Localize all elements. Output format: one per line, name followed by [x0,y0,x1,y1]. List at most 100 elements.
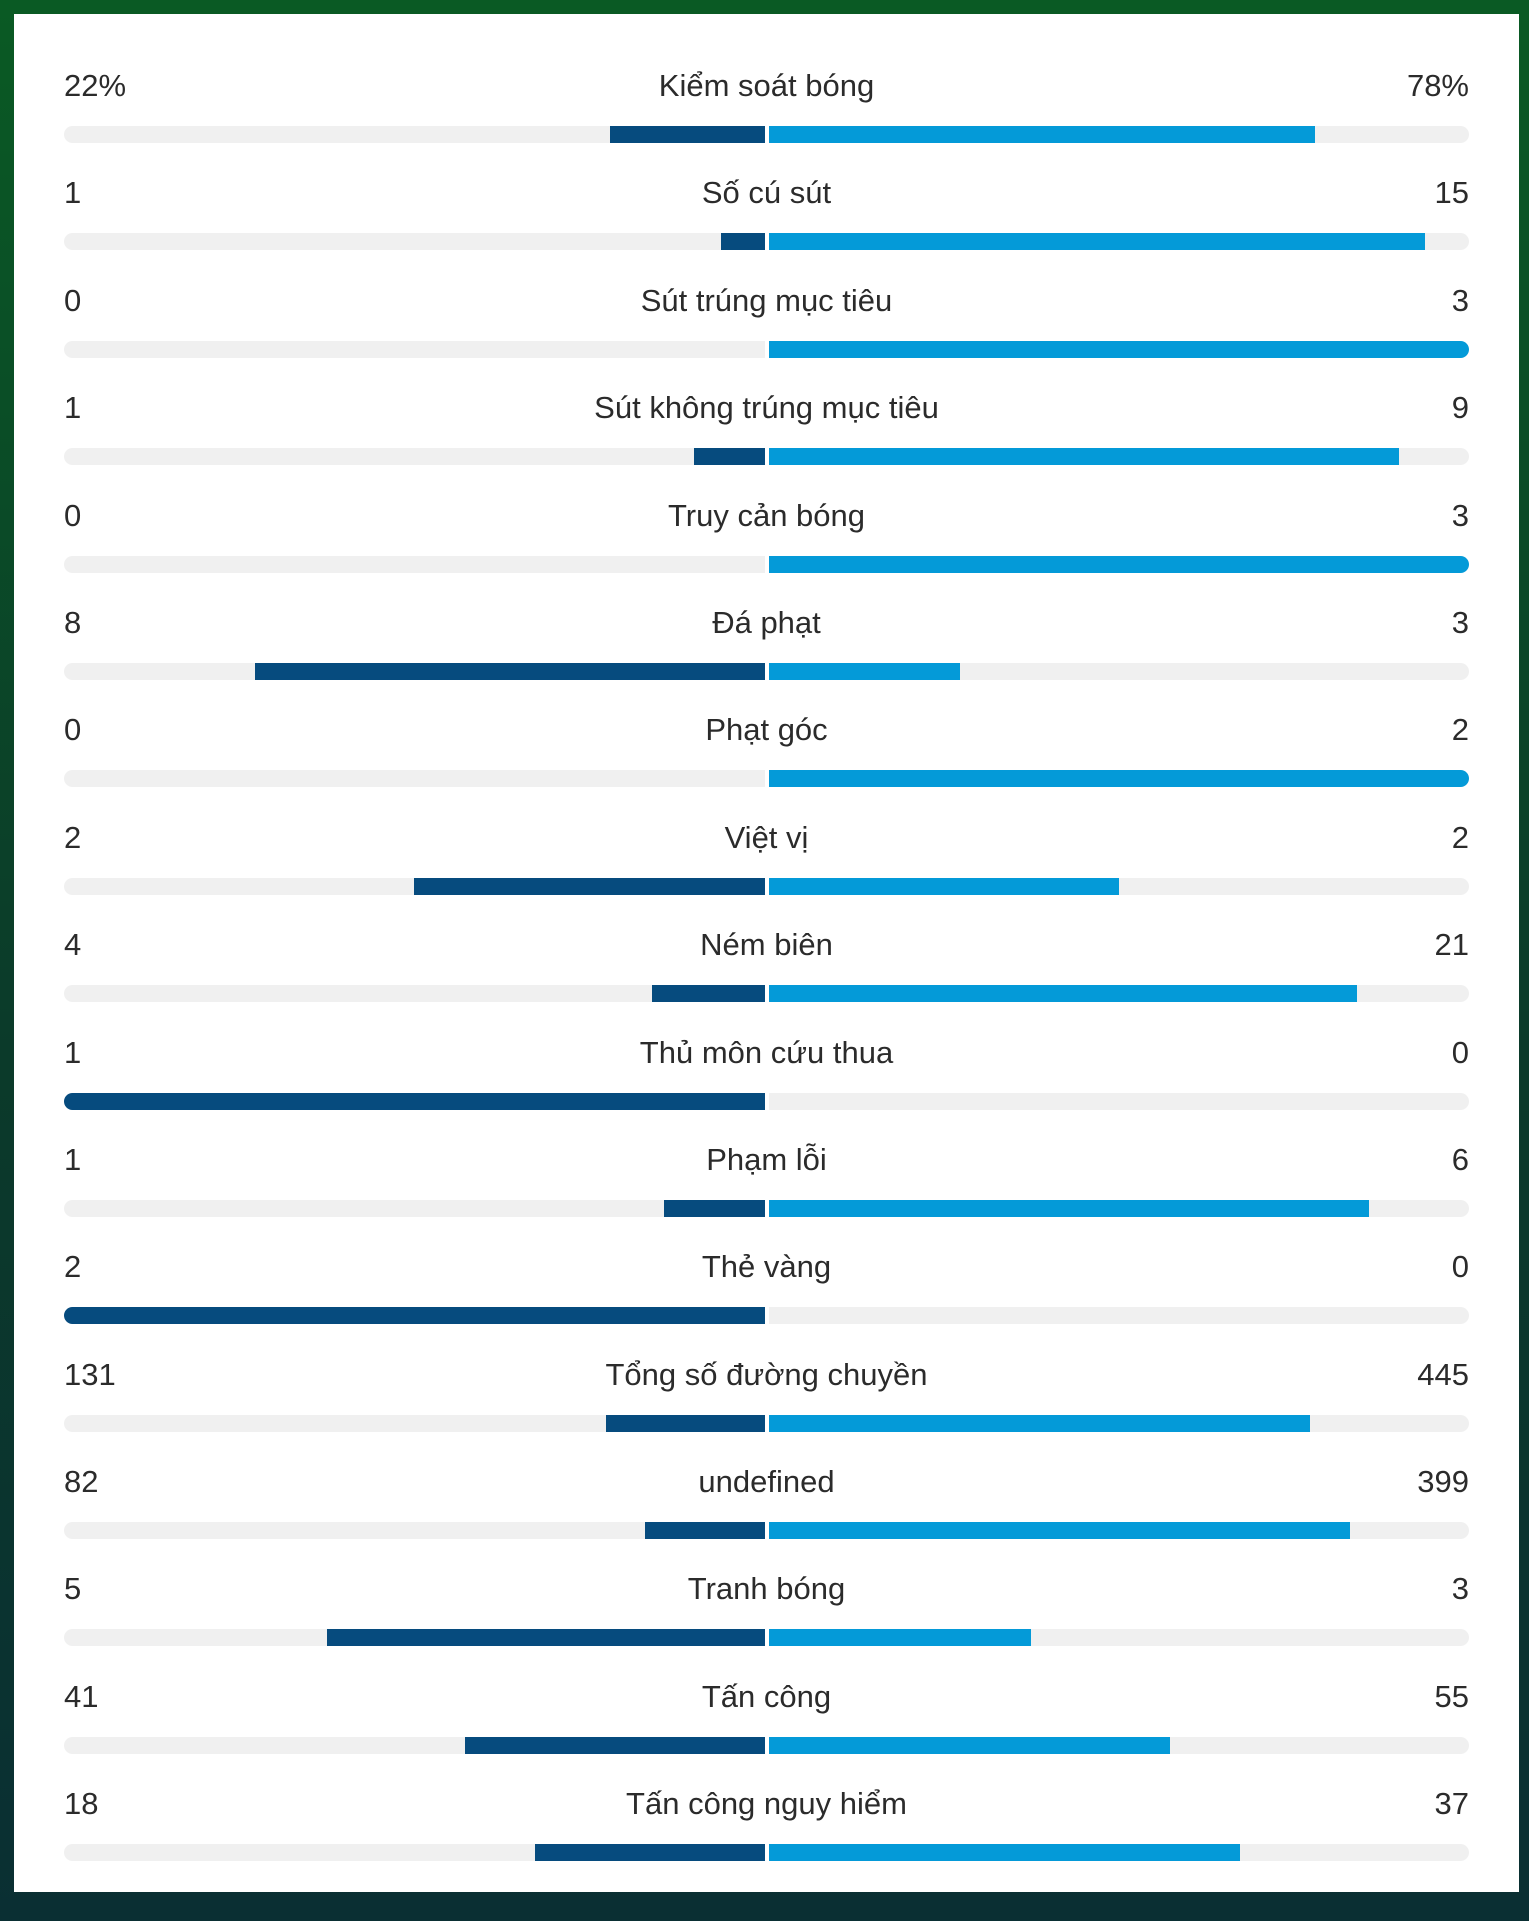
stat-row: 4 Ném biên 21 [64,913,1469,1020]
away-value: 55 [1434,1678,1469,1714]
stat-label: Phạt góc [705,712,828,748]
away-track [768,233,1469,251]
stat-row: 1 Thủ môn cứu thua 0 [64,1021,1469,1128]
stat-row: 2 Việt vị 2 [64,806,1469,913]
comparison-bar [64,1199,1469,1217]
stats-list: 22% Kiểm soát bóng 78% 1 Số cú sút 15 0 Sút trú… [64,54,1469,1880]
home-track [64,1736,765,1754]
away-value: 0 [1451,1034,1469,1070]
away-track [768,126,1469,143]
stat-row: 0 Sút trúng mục tiêu 3 [64,269,1469,376]
comparison-bar [64,1522,1469,1540]
home-bar-fill [326,1629,765,1647]
away-bar-fill [768,340,1469,358]
comparison-bar [64,1844,1469,1862]
away-bar-fill [768,1522,1350,1540]
home-track [64,1307,765,1325]
home-track [64,877,765,895]
home-track [64,1629,765,1647]
home-bar-fill [535,1844,765,1862]
away-bar-fill [768,1844,1240,1862]
comparison-bar [64,877,1469,895]
away-bar-fill [768,770,1469,788]
home-track [64,448,765,466]
comparison-bar [64,126,1469,143]
home-value: 0 [64,712,82,748]
stat-label: Tranh bóng [687,1571,846,1607]
away-value: 445 [1417,1356,1469,1392]
away-track [768,1199,1469,1217]
home-track [64,662,765,680]
comparison-bar [64,985,1469,1003]
match-stats-card: 22% Kiểm soát bóng 78% 1 Số cú sút 15 0 Sút trú… [14,14,1519,1892]
away-bar-fill [768,662,960,680]
away-bar-fill [768,877,1119,895]
home-bar-fill [694,448,765,466]
away-track [768,555,1469,573]
away-value: 399 [1417,1464,1469,1500]
home-track [64,1522,765,1540]
stat-row: 131 Tổng số đường chuyền 445 [64,1343,1469,1450]
stat-label: Đá phạt [712,604,821,640]
away-value: 2 [1451,819,1469,855]
home-value: 2 [64,1249,82,1285]
away-track [768,877,1469,895]
away-value: 3 [1451,1571,1469,1607]
home-value: 8 [64,604,82,640]
comparison-bar [64,1092,1469,1110]
stat-row: 0 Truy cản bóng 3 [64,484,1469,591]
home-track [64,770,765,788]
home-track [64,1844,765,1862]
stat-label: Ném biên [700,927,833,963]
stat-row: 1 Sút không trúng mục tiêu 9 [64,376,1469,483]
away-value: 21 [1434,927,1469,963]
stat-label: Số cú sút [701,175,832,211]
away-track [768,770,1469,788]
away-value: 37 [1434,1786,1469,1822]
comparison-bar [64,555,1469,573]
home-value: 1 [64,390,82,426]
away-bar-fill [768,1736,1170,1754]
away-track [768,340,1469,358]
away-value: 15 [1434,175,1469,211]
comparison-bar [64,1414,1469,1432]
home-track [64,233,765,251]
stat-label: Tấn công [701,1678,832,1714]
stat-label: Tấn công nguy hiểm [626,1786,907,1822]
stat-row: 18 Tấn công nguy hiểm 37 [64,1772,1469,1879]
away-track [768,1522,1469,1540]
stat-label: Sút không trúng mục tiêu [594,390,939,426]
home-value: 0 [64,282,82,318]
home-bar-fill [720,233,765,251]
home-track [64,1092,765,1110]
comparison-bar [64,770,1469,788]
stat-label: Thủ môn cứu thua [639,1034,894,1070]
stat-row: 8 Đá phạt 3 [64,591,1469,698]
away-value: 2 [1451,712,1469,748]
away-track [768,1844,1469,1862]
home-track [64,985,765,1003]
away-bar-fill [768,1414,1310,1432]
home-value: 41 [64,1678,99,1714]
away-bar-fill [768,448,1399,466]
away-bar-fill [768,985,1357,1003]
home-bar-fill [664,1199,765,1217]
away-track [768,1629,1469,1647]
comparison-bar [64,340,1469,358]
away-value: 3 [1451,282,1469,318]
stat-label: Sút trúng mục tiêu [640,282,893,318]
away-track [768,448,1469,466]
stat-row: 1 Phạm lỗi 6 [64,1128,1469,1235]
home-value: 131 [64,1356,116,1392]
home-track [64,555,765,573]
stat-row: 2 Thẻ vàng 0 [64,1235,1469,1342]
home-value: 5 [64,1571,82,1607]
away-value: 78% [1406,68,1469,103]
home-bar-fill [605,1414,765,1432]
home-bar-fill [64,1307,765,1325]
away-value: 9 [1451,390,1469,426]
stat-label: undefined [698,1464,835,1500]
stat-row: 82 undefined 399 [64,1450,1469,1557]
home-value: 1 [64,1034,82,1070]
stat-row: 22% Kiểm soát bóng 78% [64,54,1469,161]
